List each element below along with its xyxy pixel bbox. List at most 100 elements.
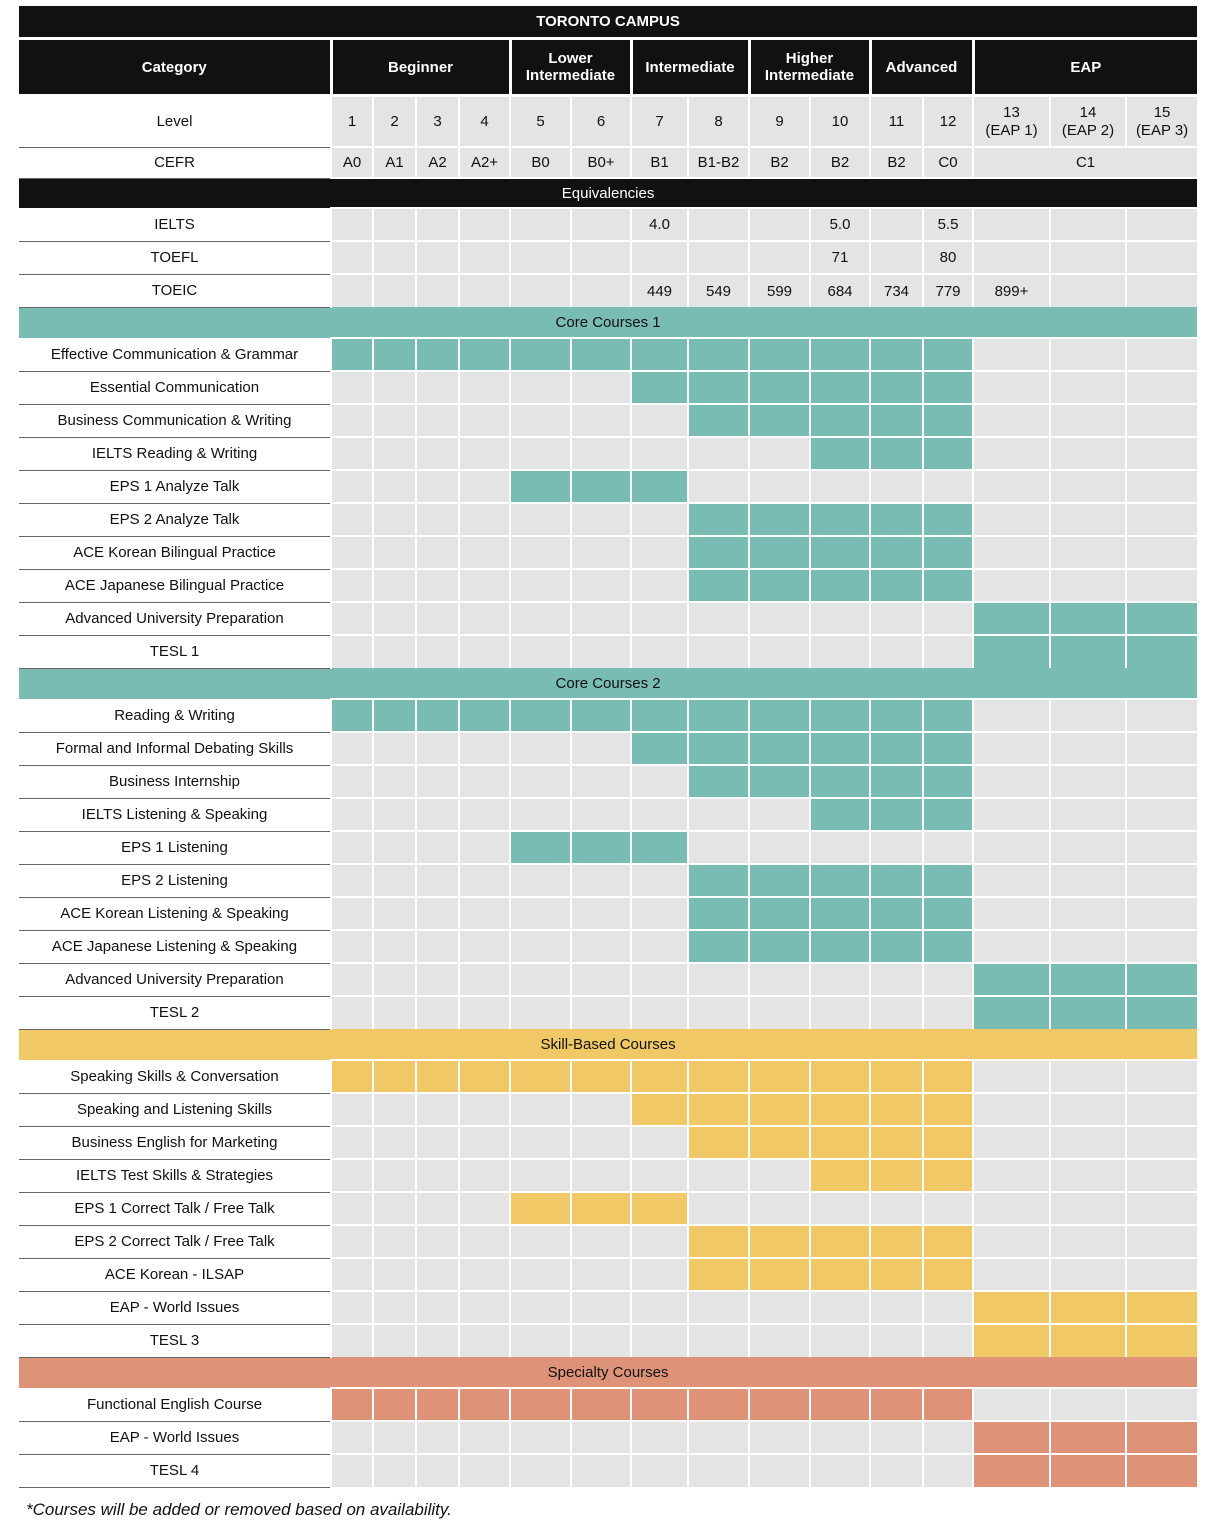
level-cell-empty <box>570 1453 631 1487</box>
level-cell-offered <box>630 1092 688 1126</box>
level-cell-offered <box>1049 962 1126 996</box>
level-cell-offered <box>869 929 923 963</box>
level-cell-empty <box>748 830 810 864</box>
level-cell-empty <box>869 1453 923 1487</box>
level-cell-empty <box>809 1290 870 1324</box>
level-cell-offered <box>630 469 688 503</box>
level-cell-offered <box>748 1224 810 1258</box>
level-cell-empty <box>415 797 459 831</box>
level-cell-empty <box>922 1453 973 1487</box>
level-cell-offered <box>922 764 973 798</box>
level-cell-empty <box>372 502 416 536</box>
level-cell-empty <box>372 1191 416 1225</box>
equivalency-score <box>458 273 510 307</box>
equivalency-score <box>330 207 373 241</box>
level-cell-empty <box>922 1290 973 1324</box>
level-cell-offered <box>687 502 749 536</box>
course-name: Business Internship <box>19 765 331 799</box>
equivalency-score <box>415 240 459 274</box>
level-cell-empty <box>415 601 459 635</box>
level-cell-empty <box>330 634 373 668</box>
level-cell-empty <box>415 1420 459 1454</box>
level-cell-offered <box>748 764 810 798</box>
level-cell-offered <box>1124 995 1198 1029</box>
equivalency-score <box>687 240 749 274</box>
level-cell-empty <box>972 863 1050 897</box>
level-cell-empty <box>1124 436 1198 470</box>
course-row: Speaking and Listening Skills <box>19 1092 1198 1127</box>
level-cell-empty <box>415 896 459 930</box>
level-cell-empty <box>972 1125 1050 1159</box>
level-cell-offered <box>809 370 870 404</box>
course-name: EAP - World Issues <box>19 1291 331 1325</box>
equivalency-score: 734 <box>869 273 923 307</box>
course-name: Effective Communication & Grammar <box>19 338 331 372</box>
level-cell-empty <box>1124 337 1198 371</box>
level-cell-empty <box>372 797 416 831</box>
level-cell: 15 (EAP 3) <box>1124 97 1198 148</box>
level-cell-empty <box>630 896 688 930</box>
level-cell-offered <box>687 370 749 404</box>
level-cell-empty <box>372 896 416 930</box>
level-cell-empty <box>458 764 510 798</box>
level-cell-empty <box>330 797 373 831</box>
level-cell-empty <box>509 1092 571 1126</box>
level-cell-offered <box>687 1092 749 1126</box>
equivalency-name: TOEFL <box>19 241 331 275</box>
level-cell: 4 <box>458 97 510 148</box>
level-cell-offered <box>922 698 973 732</box>
level-cell-empty <box>509 535 571 569</box>
course-row: EPS 2 Analyze Talk <box>19 502 1198 537</box>
level-cell-empty <box>570 634 631 668</box>
level-cell-empty <box>1124 929 1198 963</box>
level-cell-empty <box>415 1125 459 1159</box>
level-cell-empty <box>415 403 459 437</box>
level-cell-empty <box>330 1323 373 1357</box>
level-cell-empty <box>1049 337 1126 371</box>
level-cell-empty <box>330 1092 373 1126</box>
level-cell-empty <box>509 403 571 437</box>
level-cell-empty <box>330 1158 373 1192</box>
cefr-cell: A0 <box>330 147 373 179</box>
level-cell-empty <box>570 995 631 1029</box>
level-cell-offered <box>869 1125 923 1159</box>
course-row: Reading & Writing <box>19 698 1198 733</box>
equivalency-score: 71 <box>809 240 870 274</box>
level-cell-empty <box>330 929 373 963</box>
course-name: EPS 2 Listening <box>19 864 331 898</box>
level-cell-empty <box>372 1420 416 1454</box>
equivalency-score <box>687 207 749 241</box>
level-cell-empty <box>1124 698 1198 732</box>
level-cell: 11 <box>869 97 923 148</box>
level-cell-empty <box>458 1092 510 1126</box>
level-cell-offered <box>630 731 688 765</box>
level-cell-offered <box>748 337 810 371</box>
equivalency-score <box>458 240 510 274</box>
level-cell-empty <box>748 797 810 831</box>
level-cell-offered <box>869 436 923 470</box>
level-cell-empty <box>748 634 810 668</box>
level-cell-offered <box>415 1387 459 1421</box>
level-cell-offered <box>687 731 749 765</box>
level-cell-empty <box>372 601 416 635</box>
level-cell-empty <box>809 601 870 635</box>
level-cell-empty <box>509 1290 571 1324</box>
level-cell-empty <box>869 1420 923 1454</box>
level-cell-offered <box>687 568 749 602</box>
level-cell-offered <box>630 337 688 371</box>
level-cell-offered <box>687 1125 749 1159</box>
level-cell-empty <box>630 797 688 831</box>
level-cell-empty <box>630 929 688 963</box>
level-cell-empty <box>458 1453 510 1487</box>
level-cell-empty <box>1124 863 1198 897</box>
course-row: ACE Korean - ILSAP <box>19 1257 1198 1292</box>
level-cell-empty <box>1049 896 1126 930</box>
level-cell-empty <box>1124 731 1198 765</box>
level-cell-offered <box>748 1387 810 1421</box>
level-cell-offered <box>972 1453 1050 1487</box>
cefr-cell: A1 <box>372 147 416 179</box>
level-cell-empty <box>415 1092 459 1126</box>
level-cell-empty <box>687 634 749 668</box>
level-cell-offered <box>1124 601 1198 635</box>
level-cell-empty <box>1124 896 1198 930</box>
